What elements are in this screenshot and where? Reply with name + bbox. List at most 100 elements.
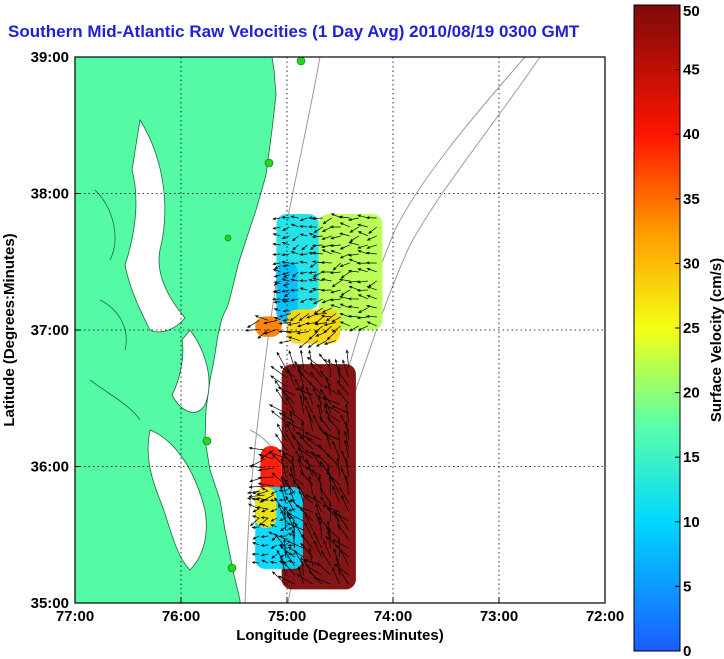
current-vector <box>340 549 350 567</box>
current-vector <box>349 325 359 332</box>
current-vector <box>298 455 313 468</box>
current-vector <box>287 499 296 503</box>
colorbar-tick-label: 20 <box>683 385 700 402</box>
current-vector <box>331 325 342 333</box>
x-axis-label: Longitude (Degrees:Minutes) <box>236 627 444 644</box>
current-vector <box>298 340 310 349</box>
current-vector <box>286 512 304 522</box>
current-vector <box>291 457 296 477</box>
current-vector <box>311 287 323 291</box>
current-vector <box>339 486 350 504</box>
y-tick-label: 35:00 <box>31 595 69 612</box>
current-vector <box>269 560 278 564</box>
current-vector <box>339 222 350 228</box>
current-vector <box>251 561 260 565</box>
current-vector <box>306 356 322 369</box>
current-vector <box>249 517 260 527</box>
current-vector <box>257 476 274 480</box>
current-vector <box>323 322 337 326</box>
current-vector <box>271 553 278 559</box>
current-vector <box>347 253 359 257</box>
current-vector <box>281 216 290 219</box>
current-vector <box>270 508 278 512</box>
current-vector <box>288 490 296 495</box>
current-vector <box>314 325 324 333</box>
x-tick-label: 76:00 <box>162 608 200 625</box>
current-vector <box>278 340 292 344</box>
current-vector <box>357 268 368 273</box>
current-vector <box>337 430 341 450</box>
current-vector <box>311 217 323 221</box>
current-vector <box>338 514 349 531</box>
x-tick-label: 73:00 <box>480 608 518 625</box>
current-vector <box>336 380 349 396</box>
current-vector <box>333 563 349 576</box>
current-vector <box>321 235 332 240</box>
current-vector <box>332 440 341 459</box>
current-vector <box>270 410 286 423</box>
current-vector <box>271 535 278 542</box>
current-vector <box>365 251 377 255</box>
current-vector <box>280 556 287 576</box>
current-vector <box>274 265 281 269</box>
current-vector <box>304 559 322 567</box>
current-vector <box>272 233 281 237</box>
current-vector <box>349 235 359 242</box>
current-vector <box>304 396 314 414</box>
current-vector <box>279 553 287 558</box>
current-vector <box>357 294 368 300</box>
current-vector <box>365 216 377 220</box>
current-vector <box>278 560 287 564</box>
current-vector <box>301 385 305 405</box>
current-vector <box>248 446 265 451</box>
current-vector <box>273 317 281 321</box>
current-vector <box>263 329 278 335</box>
current-vector <box>290 251 299 255</box>
current-vector <box>331 477 341 495</box>
current-vector <box>304 494 322 504</box>
radar-station <box>264 158 274 168</box>
current-vector <box>269 498 278 502</box>
current-vector <box>339 313 350 318</box>
current-vector <box>286 540 304 549</box>
colorbar-tick-label: 45 <box>683 62 700 79</box>
current-vector <box>260 543 269 547</box>
current-vector <box>288 410 304 423</box>
current-vector <box>254 315 269 321</box>
current-vector <box>286 522 304 531</box>
current-vector <box>308 475 314 495</box>
velocity-region <box>255 486 277 528</box>
current-vector <box>281 390 295 405</box>
current-vector <box>299 287 308 291</box>
current-vector <box>287 336 301 341</box>
current-vector <box>323 539 332 558</box>
current-vector <box>251 552 260 556</box>
current-vector <box>329 298 341 302</box>
current-vector <box>287 508 296 512</box>
current-vector <box>339 295 350 300</box>
current-vector <box>275 433 286 450</box>
current-vector <box>332 485 341 504</box>
current-vector <box>297 458 305 477</box>
current-vector <box>258 453 274 460</box>
radar-station <box>227 563 237 573</box>
current-vector <box>290 298 299 302</box>
current-vector <box>252 508 260 513</box>
current-vector <box>308 381 322 396</box>
current-vector <box>304 521 314 540</box>
current-vector <box>288 473 304 486</box>
current-vector <box>285 396 296 414</box>
current-vector <box>284 550 295 567</box>
current-vector <box>278 489 287 493</box>
current-vector <box>348 241 359 246</box>
current-vector <box>282 300 290 304</box>
current-vector <box>325 536 340 549</box>
current-vector <box>287 560 296 564</box>
current-vector <box>282 309 290 313</box>
current-vector <box>281 253 290 257</box>
current-vector <box>255 497 269 501</box>
current-vector <box>277 423 287 441</box>
current-vector <box>328 502 332 522</box>
current-vector <box>328 475 332 495</box>
current-vector <box>348 285 359 291</box>
